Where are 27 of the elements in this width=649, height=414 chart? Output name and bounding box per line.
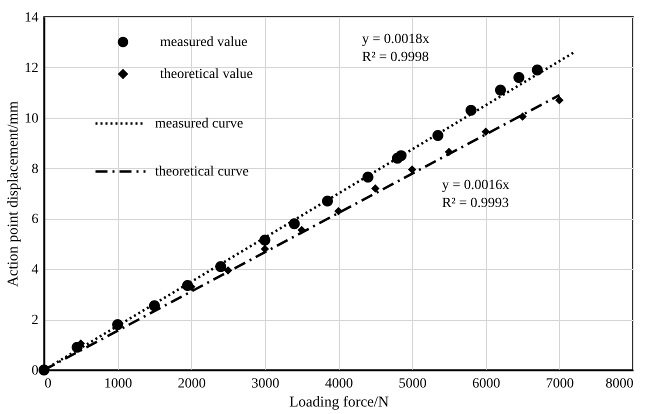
y-tick-label: 0 (32, 364, 38, 378)
y-axis-title: Action point displacement/mm (6, 100, 22, 287)
annotation: y = 0.0018x (362, 32, 430, 47)
x-tick-label: 7000 (546, 376, 574, 392)
x-tick-label: 0 (44, 376, 52, 392)
x-tick-label: 6000 (472, 376, 500, 392)
y-tick-label: 4 (32, 262, 38, 278)
x-tick-label: 8000 (606, 376, 634, 392)
y-tick-label: 12 (24, 60, 38, 76)
y-tick-label: 8 (32, 162, 38, 177)
annotation: y = 0.0016x (442, 178, 510, 193)
y-tick-label: 6 (32, 212, 38, 228)
x-tick-label: 1000 (104, 376, 132, 392)
y-tick-label: 10 (24, 111, 38, 126)
legend-label: theoretical curve (155, 164, 249, 180)
legend-label: measured value (160, 35, 248, 50)
legend-label: measured curve (155, 116, 244, 132)
y-tick-label: 2 (32, 313, 38, 328)
legend-label: theoretical value (160, 67, 253, 82)
x-axis-title: Loading force/N (289, 394, 389, 410)
x-tick-label: 2000 (178, 376, 206, 392)
annotation: R² = 0.9993 (442, 196, 509, 211)
x-tick-label: 4000 (325, 376, 353, 392)
x-tick-label: 5000 (398, 376, 427, 392)
annotation: R² = 0.9998 (362, 50, 429, 65)
y-tick-label: 14 (24, 10, 38, 26)
x-tick-label: 3000 (251, 376, 280, 392)
